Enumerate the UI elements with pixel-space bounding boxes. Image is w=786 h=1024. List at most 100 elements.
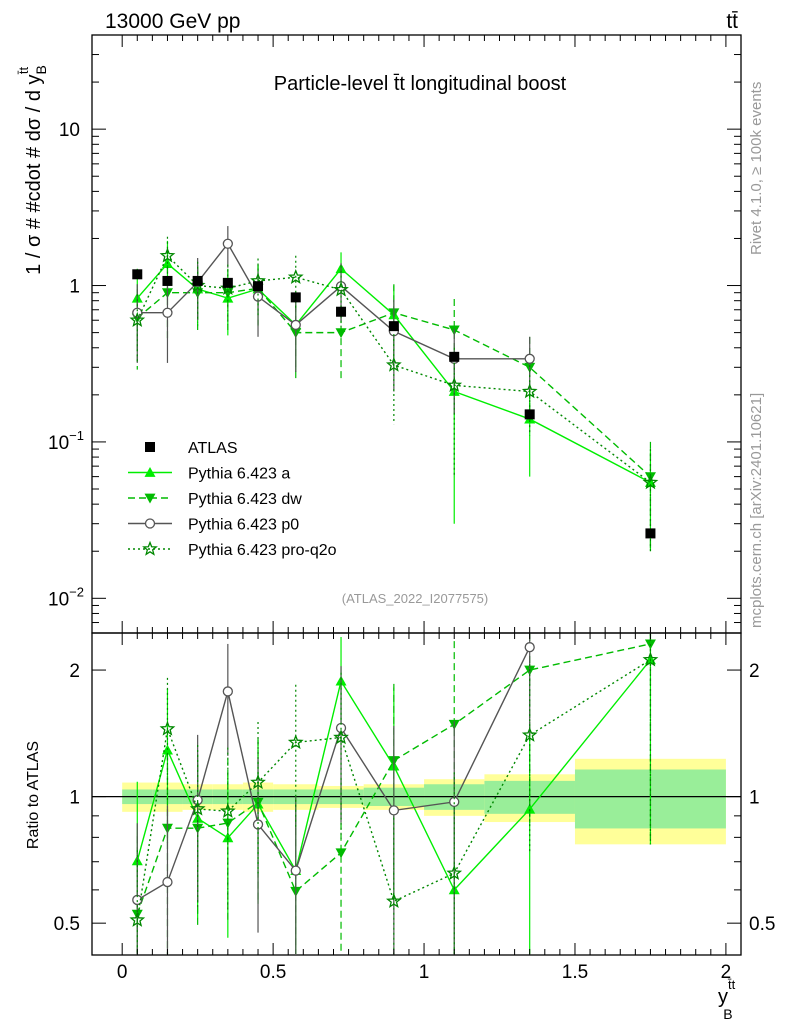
main-y-axis-label-text: 1 / σ # #cdot # dσ / d y xyxy=(23,74,45,274)
ratio-series-line xyxy=(136,659,651,921)
legend-label: Pythia 6.423 a xyxy=(188,466,290,483)
ratio-data-point xyxy=(388,805,400,816)
legend-marker xyxy=(142,540,158,556)
legend-marker xyxy=(144,518,156,529)
atlas-data-point xyxy=(388,321,399,332)
atlas-data-point xyxy=(132,269,143,280)
atlas-data-point xyxy=(222,277,233,288)
ratio-series-line xyxy=(136,646,531,901)
data-point xyxy=(333,281,349,297)
legend-marker xyxy=(144,493,156,504)
atlas-data-point xyxy=(449,351,460,362)
ratio-y-tick-label-left: 0.5 xyxy=(54,914,80,935)
main-y-tick-label: 10−2 xyxy=(48,584,84,610)
ratio-data-point xyxy=(159,720,176,736)
x-tick-label: 1.5 xyxy=(562,962,588,983)
axes-layer: 0 0.5 1 1.5 2 10−2 10−1 1 10 0.5 0.5 1 1 2 2 xyxy=(48,34,775,983)
main-y-tick-label: 10 xyxy=(59,120,80,141)
ratio-data-point xyxy=(250,774,266,790)
legend-label: Pythia 6.423 p0 xyxy=(188,517,299,534)
x-tick-label: 2 xyxy=(721,962,732,983)
ratio-data-point xyxy=(290,865,301,876)
ratio-data-point xyxy=(129,911,146,927)
data-point xyxy=(159,247,176,263)
main-y-axis-label-sup: t̄t xyxy=(16,67,31,75)
x-tick-label: 0.5 xyxy=(260,962,286,983)
legend-marker xyxy=(144,467,156,477)
ratio-data-point xyxy=(521,726,538,742)
x-axis-label: yt̄t B xyxy=(718,977,736,1022)
atlas-data-point xyxy=(290,292,301,303)
ratio-plot-frame xyxy=(91,632,742,956)
series-line xyxy=(136,254,651,484)
main-y-tick-label: 10−1 xyxy=(48,428,84,454)
series-layer xyxy=(129,226,659,954)
legend-marker xyxy=(145,442,155,452)
ratio-y-tick-label-right: 2 xyxy=(749,661,760,682)
legend-label: Pythia 6.423 dw xyxy=(188,491,302,508)
series-pythia-6-423-pro-q2o xyxy=(129,236,659,954)
legend-entry-pythia-6-423-dw: Pythia 6.423 dw xyxy=(128,491,302,508)
ratio-y-tick-label-right: 1 xyxy=(749,788,760,809)
atlas-data-point xyxy=(645,528,656,539)
data-point xyxy=(524,353,535,364)
data-point xyxy=(521,383,538,399)
rivet-label: Rivet 4.1.0, ≥ 100k events xyxy=(748,82,765,255)
legend-entry-atlas: ATLAS xyxy=(145,440,238,457)
data-point xyxy=(222,238,233,249)
data-point xyxy=(162,307,173,318)
uncertainty-bands xyxy=(122,758,726,845)
data-point xyxy=(129,311,146,327)
atlas-data-point xyxy=(192,275,203,286)
ratio-data-point xyxy=(524,642,535,653)
ratio-data-point xyxy=(385,892,402,909)
series-line xyxy=(137,242,530,360)
main-y-axis-label-sub: B xyxy=(33,65,49,74)
ratio-data-point xyxy=(335,848,347,859)
ratio-data-point xyxy=(333,729,349,745)
data-point xyxy=(287,268,304,284)
x-tick-label: 0 xyxy=(117,962,128,983)
x-axis-label-sub: B xyxy=(723,1006,732,1022)
data-point xyxy=(446,377,463,393)
energy-label: 13000 GeV pp xyxy=(105,10,240,33)
legend-label: ATLAS xyxy=(188,440,238,457)
data-point xyxy=(385,356,402,372)
ratio-data-point xyxy=(287,734,304,750)
ratio-data-point xyxy=(222,686,233,697)
legend: ATLAS Pythia 6.423 a Pythia 6.423 dw Pythia… xyxy=(128,440,337,559)
ratio-data-point xyxy=(524,803,536,814)
ratio-y-tick-label-left: 2 xyxy=(69,661,80,682)
x-axis-label-text: y xyxy=(718,986,728,1008)
legend-entry-pythia-6-423-p0: Pythia 6.423 p0 xyxy=(128,517,299,534)
data-point xyxy=(290,319,301,331)
ratio-data-point xyxy=(642,651,659,667)
site-label: mcplots.cern.ch [arXiv:2401.10621] xyxy=(748,393,765,628)
ratio-y-axis-label: Ratio to ATLAS xyxy=(25,741,42,849)
legend-entry-pythia-6-423-a: Pythia 6.423 a xyxy=(128,466,290,483)
ratio-data-point xyxy=(446,864,463,880)
series-pythia-6-423-p0 xyxy=(132,226,535,954)
atlas-data-point xyxy=(524,409,535,420)
atlas-data-point xyxy=(162,275,173,286)
x-tick-label: 1 xyxy=(419,962,430,983)
data-point xyxy=(252,291,264,302)
analysis-id: (ATLAS_2022_I2077575) xyxy=(342,591,488,606)
data-point xyxy=(335,328,347,339)
series-atlas-data xyxy=(132,269,656,539)
main-y-axis-label: 1 / σ # #cdot # dσ / d yBt̄t xyxy=(16,65,49,275)
ratio-y-tick-label-right: 0.5 xyxy=(749,914,775,935)
ratio-y-tick-label-left: 1 xyxy=(69,788,80,809)
legend-label: Pythia 6.423 pro-q2o xyxy=(188,542,337,559)
legend-entry-pythia-6-423-pro-q2o: Pythia 6.423 pro-q2o xyxy=(128,540,337,559)
atlas-data-point xyxy=(336,306,347,317)
ratio-data-point xyxy=(162,876,173,888)
process-label: tt̄ xyxy=(726,10,738,33)
chart-title: Particle-level t̄t longitudinal boost xyxy=(274,73,567,95)
atlas-data-point xyxy=(253,281,264,292)
ratio-data-point xyxy=(189,800,206,816)
data-point xyxy=(642,474,659,490)
x-axis-label-sup: t̄t xyxy=(728,977,736,992)
ratio-data-point xyxy=(219,802,236,818)
